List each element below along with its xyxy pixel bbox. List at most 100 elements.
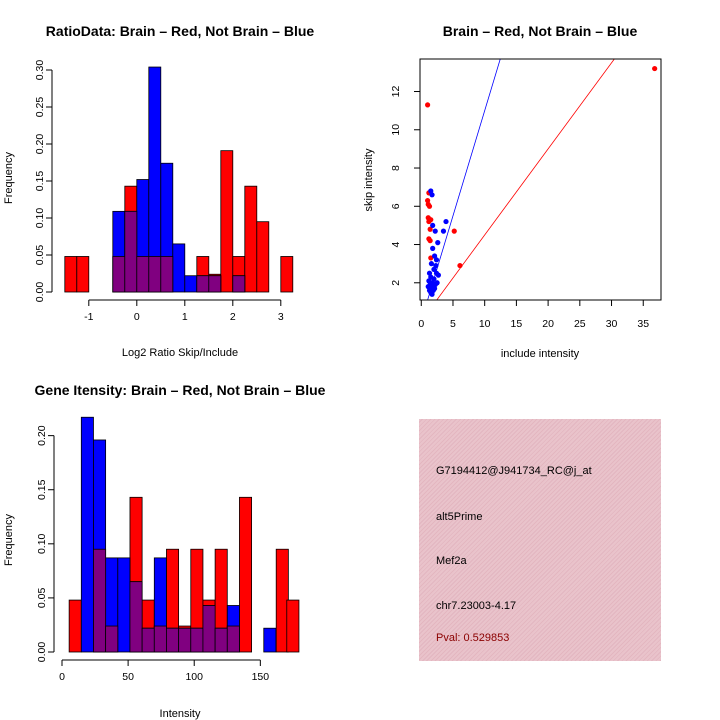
histogram-bar-overlap: [196, 275, 210, 293]
histogram-bar-overlap: [166, 627, 180, 653]
intensity-scatter-panel: Brain – Red, Not Brain – Blue include in…: [363, 23, 662, 360]
scatter-point-not-brain: [432, 228, 438, 234]
histogram-bar-not-brain: [80, 416, 94, 653]
histogram-bar-not-brain: [184, 275, 198, 293]
pvalue-text: Pval: 0.529853: [436, 632, 510, 644]
histogram-bar-not-brain: [117, 557, 131, 653]
histogram-bar-overlap: [232, 275, 246, 293]
y-tick-label: 0.15: [36, 479, 48, 500]
x-tick-label: 25: [574, 318, 586, 330]
y-tick-label: 2: [390, 280, 402, 286]
scatter-point-not-brain: [429, 192, 435, 198]
scatter-ylabel: skip intensity: [363, 148, 375, 211]
histogram-bar-overlap: [178, 627, 192, 653]
probe-id-text: G7194412@J941734_RC@j_at: [436, 465, 592, 477]
y-tick-label: 0.10: [34, 208, 46, 229]
x-tick-label: 0: [134, 311, 140, 323]
x-tick-label: 10: [479, 318, 491, 330]
y-tick-label: 0.20: [34, 134, 46, 155]
histogram-bar-brain: [239, 496, 253, 653]
scatter-point-brain: [425, 102, 431, 108]
histogram-bar-brain: [220, 150, 234, 293]
scatter-point-not-brain: [429, 291, 435, 297]
scatter-point-not-brain: [443, 218, 449, 225]
x-tick-label: 30: [606, 318, 618, 330]
histogram-bar-overlap: [141, 627, 155, 653]
scatter-point-brain: [457, 262, 463, 269]
x-tick-label: 0: [418, 318, 424, 330]
gene-histogram-ylabel: Frequency: [3, 514, 15, 566]
ratio-histogram-xlabel: Log2 Ratio Skip/Include: [122, 347, 238, 359]
histogram-bar-overlap: [148, 256, 162, 293]
x-tick-label: 5: [450, 318, 456, 330]
scatter-point-not-brain: [433, 257, 440, 263]
histogram-bar-brain: [256, 221, 270, 293]
scatter-point-not-brain: [430, 245, 436, 251]
histogram-bar-overlap: [208, 275, 222, 293]
y-tick-label: 8: [390, 165, 402, 171]
y-tick-label: 10: [390, 124, 402, 136]
scatter-point-brain: [427, 226, 433, 232]
histogram-bar-overlap: [153, 625, 167, 653]
histogram-bar-overlap: [202, 605, 216, 653]
x-tick-label: 100: [185, 671, 203, 683]
x-tick-label: 2: [230, 311, 236, 323]
gene-histogram-xlabel: Intensity: [160, 708, 201, 720]
ratio-histogram-ylabel: Frequency: [3, 152, 15, 204]
x-tick-label: 150: [252, 671, 270, 683]
ratio-histogram-axes: -1 0 1 2 3 0.00 0.05 0.10 0.15 0.20 0.25 0.30: [34, 60, 284, 323]
y-tick-label: 0.30: [34, 60, 46, 81]
gene-name-text: Mef2a: [436, 555, 467, 567]
gene-histogram-title: Gene Itensity: Brain – Red, Not Brain – …: [35, 382, 326, 398]
y-tick-label: 0.15: [34, 171, 46, 192]
scatter-point-not-brain: [435, 240, 441, 246]
y-tick-label: 0.00: [34, 282, 46, 303]
histogram-bar-overlap: [129, 581, 143, 653]
histogram-bar-brain: [68, 599, 82, 653]
scatter-point-not-brain: [435, 272, 441, 278]
y-tick-label: 6: [390, 203, 402, 209]
histogram-bar-overlap: [214, 627, 228, 653]
x-tick-label: 20: [542, 318, 554, 330]
histogram-bar-overlap: [226, 625, 240, 653]
scatter-point-brain: [451, 228, 457, 234]
x-tick-label: 1: [182, 311, 188, 323]
scatter-point-not-brain: [430, 222, 436, 229]
gene-intensity-histogram-panel: Gene Itensity: Brain – Red, Not Brain – …: [3, 382, 326, 720]
histogram-bar-brain: [76, 256, 90, 293]
scatter-point-brain: [426, 218, 432, 225]
scatter-point-brain: [425, 197, 431, 204]
scatter-point-brain: [427, 238, 433, 244]
y-tick-label: 4: [390, 241, 402, 247]
x-tick-label: 35: [637, 318, 649, 330]
histogram-bar-not-brain: [263, 627, 277, 653]
histogram-bar-brain: [244, 185, 258, 293]
scatter-point-not-brain: [428, 261, 435, 267]
scatter-clip-group: [425, 59, 658, 300]
event-type-text: alt5Prime: [436, 511, 483, 523]
scatter-xlabel: include intensity: [501, 348, 580, 360]
y-tick-label: 0.10: [36, 533, 48, 554]
x-tick-label: 3: [278, 311, 284, 323]
histogram-bar-brain: [64, 256, 78, 293]
histogram-bar-not-brain: [172, 243, 186, 293]
brain-trend-line: [436, 59, 615, 300]
x-tick-label: 0: [59, 671, 65, 683]
x-tick-label: -1: [84, 311, 93, 323]
y-tick-label: 0.05: [34, 245, 46, 266]
y-tick-label: 12: [390, 86, 402, 98]
scatter-point-brain: [652, 65, 658, 72]
x-tick-label: 15: [511, 318, 523, 330]
gene-histogram-axes: 0 50 100 150 0.00 0.05 0.10 0.15 0.20: [36, 425, 269, 683]
gene-histogram-bars: [68, 416, 300, 653]
ratio-histogram-panel: RatioData: Brain – Red, Not Brain – Blue…: [3, 23, 314, 359]
probe-info-panel: G7194412@J941734_RC@j_at alt5Prime Mef2a…: [419, 419, 661, 661]
histogram-bar-brain: [286, 599, 300, 653]
scatter-plot-area: [425, 59, 658, 300]
histogram-bar-overlap: [136, 256, 150, 293]
scatter-point-not-brain: [433, 262, 439, 269]
y-tick-label: 0.05: [36, 588, 48, 609]
scatter-point-not-brain: [434, 280, 440, 286]
location-text: chr7.23003-4.17: [436, 600, 517, 612]
scatter-plot-frame: [419, 58, 662, 301]
